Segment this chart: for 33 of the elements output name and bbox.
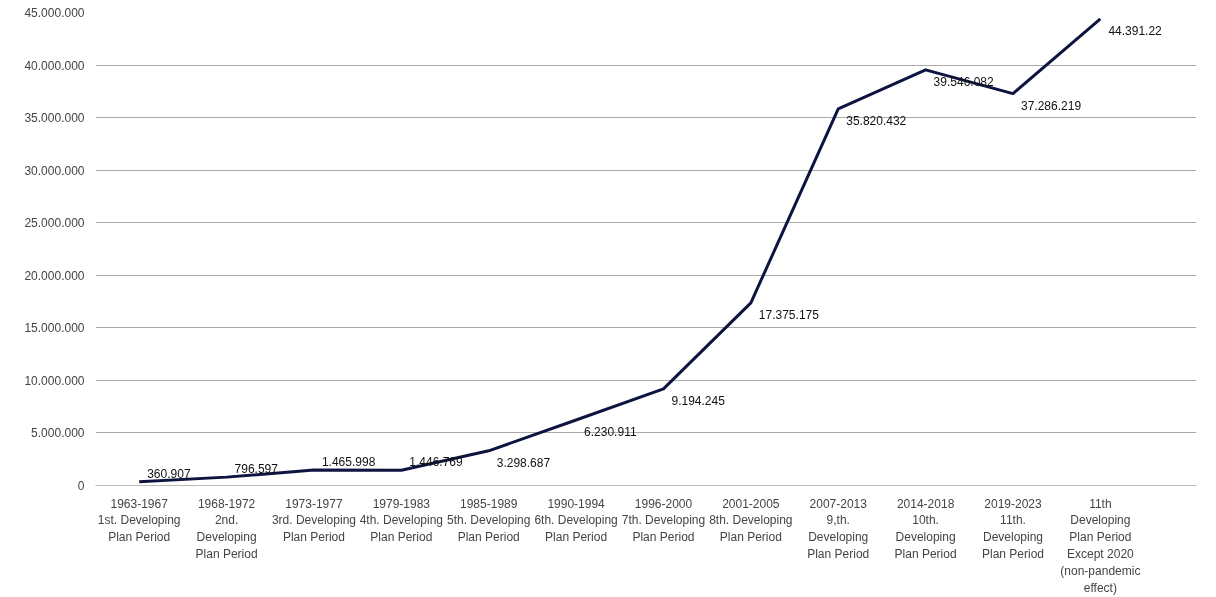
x-tick-label: 1973-1977 3rd. Developing Plan Period bbox=[271, 496, 356, 545]
data-label: 17.375.175 bbox=[758, 307, 820, 322]
y-tick-label: 15.000.000 bbox=[24, 321, 85, 336]
y-tick-label: 20.000.000 bbox=[24, 268, 85, 283]
x-tick-label: 1968-1972 2nd. Developing Plan Period bbox=[195, 496, 258, 561]
x-tick-label: 1996-2000 7th. Developing Plan Period bbox=[621, 496, 706, 545]
data-label: 796.597 bbox=[234, 462, 279, 477]
y-tick-label: 10.000.000 bbox=[24, 373, 85, 388]
x-tick-label: 2001-2005 8th. Developing Plan Period bbox=[709, 496, 793, 545]
y-tick-label: 45.000.000 bbox=[24, 6, 85, 20]
x-tick-label: 1990-1994 6th. Developing Plan Period bbox=[534, 496, 618, 545]
y-tick-label: 5.000.000 bbox=[31, 426, 85, 441]
x-tick-label: 1963-1967 1st. Developing Plan Period bbox=[97, 496, 181, 545]
data-label: 35.820.432 bbox=[846, 113, 907, 128]
data-label: 3.298.687 bbox=[496, 455, 551, 470]
data-label: 1.465.998 bbox=[321, 455, 376, 470]
x-tick-label: 2014-2018 10th. Developing Plan Period bbox=[894, 496, 957, 561]
data-label: 37.286.219 bbox=[1021, 98, 1082, 113]
y-tick-label: 30.000.000 bbox=[24, 163, 85, 178]
data-label: 6.230.911 bbox=[584, 425, 637, 440]
data-label: 44.391.22 bbox=[1108, 23, 1163, 38]
y-tick-label: 35.000.000 bbox=[24, 111, 85, 126]
line-series bbox=[137, 17, 1102, 484]
x-tick-label: 2019-2023 11th. Developing Plan Period bbox=[981, 496, 1045, 561]
x-tick-label: 11th Developing Plan Period Except 2020 (non-pandemic effect) bbox=[1060, 496, 1141, 595]
y-tick-label: 40.000.000 bbox=[24, 58, 85, 73]
x-tick-label: 2007-2013 9,th. Developing Plan Period bbox=[807, 496, 870, 561]
data-label: 9.194.245 bbox=[671, 393, 726, 408]
x-tick-label: 1979-1983 4th. Developing Plan Period bbox=[359, 496, 444, 545]
x-tick-label: 1985-1989 5th. Developing Plan Period bbox=[447, 496, 531, 545]
y-tick-label: 25.000.000 bbox=[24, 216, 85, 231]
data-label: 360.907 bbox=[147, 466, 191, 481]
y-tick-label: 0 bbox=[77, 479, 85, 493]
